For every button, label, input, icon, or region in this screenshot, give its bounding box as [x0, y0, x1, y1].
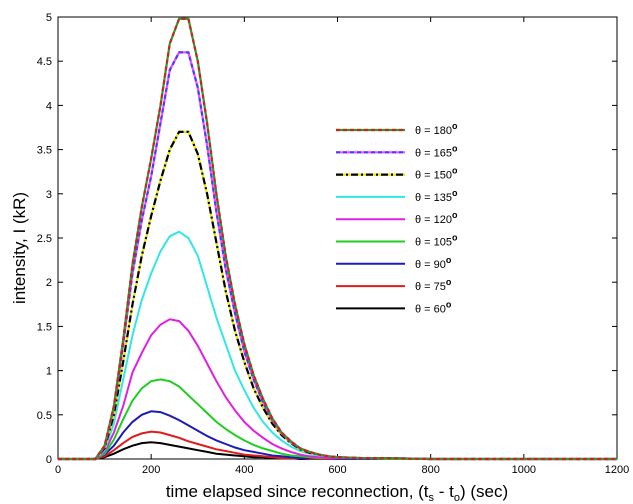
legend-item: θ = 165o: [336, 143, 458, 159]
y-tick-label: 1.5: [37, 321, 52, 333]
legend-label: θ = 180o: [415, 121, 458, 137]
legend-item: θ = 120o: [336, 210, 458, 226]
y-tick-label: 2.5: [37, 233, 52, 245]
legend-label: θ = 120o: [415, 210, 458, 226]
legend-item: θ = 60o: [336, 299, 452, 315]
x-tick-label: 0: [55, 464, 61, 476]
y-tick-label: 3.5: [37, 145, 52, 157]
legend-label: θ = 150o: [415, 166, 458, 182]
y-tick-label: 0: [46, 454, 52, 466]
x-axis-label-main: time elapsed since reconnection, (t: [166, 482, 429, 501]
x-axis-label-sub-s: s: [429, 492, 435, 504]
x-axis-label-sub-o: o: [454, 492, 460, 504]
series-lines: [58, 17, 617, 461]
x-tick-label: 600: [328, 464, 346, 476]
series-line-overlay: [58, 17, 617, 461]
x-axis-label-mid: - t: [434, 482, 454, 501]
y-tick-label: 5: [46, 12, 52, 24]
legend-label: θ = 60o: [415, 299, 452, 315]
y-tick-label: 0.5: [37, 410, 52, 422]
series-line-overlay: [58, 51, 617, 461]
series-line-180: [58, 17, 617, 461]
x-tick-label: 1200: [605, 464, 629, 476]
y-tick-label: 1: [46, 366, 52, 378]
legend-item: θ = 150o: [336, 166, 458, 182]
y-tick-label: 4: [46, 100, 52, 112]
legend-item: θ = 105o: [336, 233, 458, 249]
y-tick-label: 2: [46, 277, 52, 289]
x-axis-label: time elapsed since reconnection, (ts - t…: [166, 482, 508, 504]
legend-item: θ = 135o: [336, 188, 458, 204]
legend-label: θ = 75o: [415, 277, 452, 293]
x-tick-label: 800: [421, 464, 439, 476]
legend-label: θ = 90o: [415, 255, 452, 271]
y-tick-label: 3: [46, 189, 52, 201]
y-axis-label: intensity, I (kR): [10, 192, 29, 304]
x-tick-label: 1000: [512, 464, 536, 476]
legend-label: θ = 105o: [415, 233, 458, 249]
plot-frame: [57, 16, 618, 460]
legend-item: θ = 90o: [336, 255, 452, 271]
x-tick-label: 200: [142, 464, 160, 476]
legend-label: θ = 165o: [415, 143, 458, 159]
y-tick-label: 4.5: [37, 56, 52, 68]
x-tick-label: 400: [235, 464, 253, 476]
plot-area: [57, 16, 618, 460]
legend-item: θ = 75o: [336, 277, 452, 293]
x-axis-label-end: ) (sec): [460, 482, 508, 501]
legend-item: θ = 180o: [336, 121, 458, 137]
y-axis-ticks: 0 0.5 1 1.5 2 2.5 3 3.5 4 4.5 5: [37, 12, 617, 466]
legend-label: θ = 135o: [415, 188, 458, 204]
legend: θ = 180o θ = 165o θ = 150o θ = 135o θ = 120o…: [336, 121, 458, 315]
